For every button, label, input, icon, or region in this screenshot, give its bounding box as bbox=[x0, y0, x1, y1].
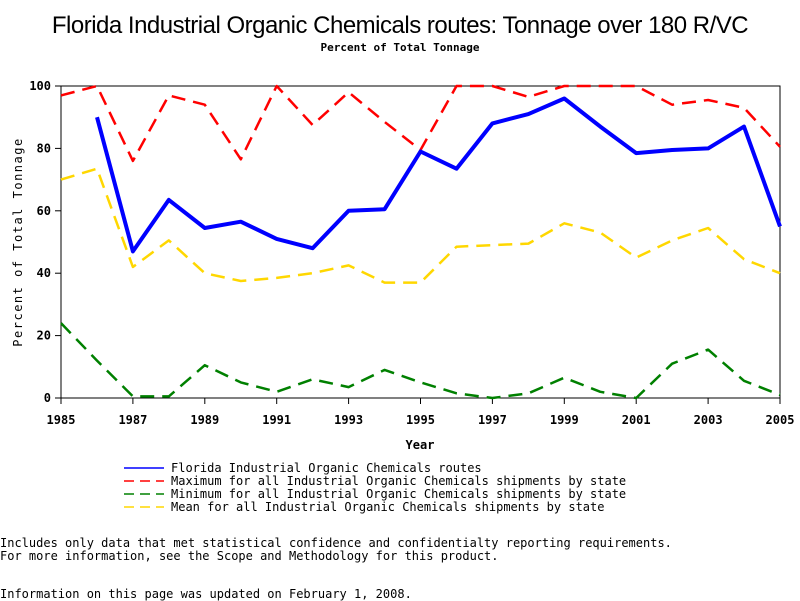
y-tick-label: 100 bbox=[29, 79, 51, 93]
chart-subtitle: Percent of Total Tonnage bbox=[320, 41, 480, 54]
footnote-updated: Information on this page was updated on … bbox=[0, 587, 412, 601]
footnote-confidence: Includes only data that met statistical … bbox=[0, 536, 672, 550]
line-chart: 0 20 40 60 80 100 1985 1987 1989 1991 1993 1995 199… bbox=[11, 79, 795, 514]
x-tick-label: 2005 bbox=[766, 413, 795, 427]
x-tick-label: 1999 bbox=[550, 413, 579, 427]
series-line-2 bbox=[60, 322, 781, 400]
x-tick-label: 1997 bbox=[478, 413, 507, 427]
y-tick-label: 40 bbox=[37, 266, 51, 280]
x-tick-label: 2003 bbox=[694, 413, 723, 427]
x-tick-label: 1993 bbox=[334, 413, 363, 427]
x-tick-label: 2001 bbox=[622, 413, 651, 427]
y-tick-label: 60 bbox=[37, 204, 51, 218]
y-tick-label: 20 bbox=[37, 329, 51, 343]
legend-label: Mean for all Industrial Organic Chemical… bbox=[171, 500, 604, 514]
x-tick-label: 1989 bbox=[190, 413, 219, 427]
x-tick-label: 1987 bbox=[118, 413, 147, 427]
series-lines bbox=[60, 84, 782, 400]
x-axis: 1985 1987 1989 1991 1993 1995 1997 1999 2001 2003… bbox=[47, 398, 795, 427]
y-axis-label: Percent of Total Tonnage bbox=[11, 137, 25, 346]
legend-label: Maximum for all Industrial Organic Chemi… bbox=[171, 474, 626, 488]
chart-title: Florida Industrial Organic Chemicals rou… bbox=[51, 12, 749, 39]
series-line-0 bbox=[95, 96, 782, 254]
series-line-3 bbox=[60, 167, 781, 284]
y-axis: 0 20 40 60 80 100 bbox=[29, 79, 61, 405]
footnote-methodology: For more information, see the Scope and … bbox=[0, 549, 499, 563]
x-tick-label: 1985 bbox=[47, 413, 76, 427]
y-tick-label: 0 bbox=[44, 391, 51, 405]
x-tick-label: 1991 bbox=[262, 413, 291, 427]
y-tick-label: 80 bbox=[37, 141, 51, 155]
legend: Florida Industrial Organic Chemicals rou… bbox=[124, 461, 626, 514]
legend-label: Minimum for all Industrial Organic Chemi… bbox=[171, 487, 626, 501]
x-tick-label: 1995 bbox=[406, 413, 435, 427]
legend-label: Florida Industrial Organic Chemicals rou… bbox=[171, 461, 482, 475]
x-axis-label: Year bbox=[406, 438, 435, 452]
